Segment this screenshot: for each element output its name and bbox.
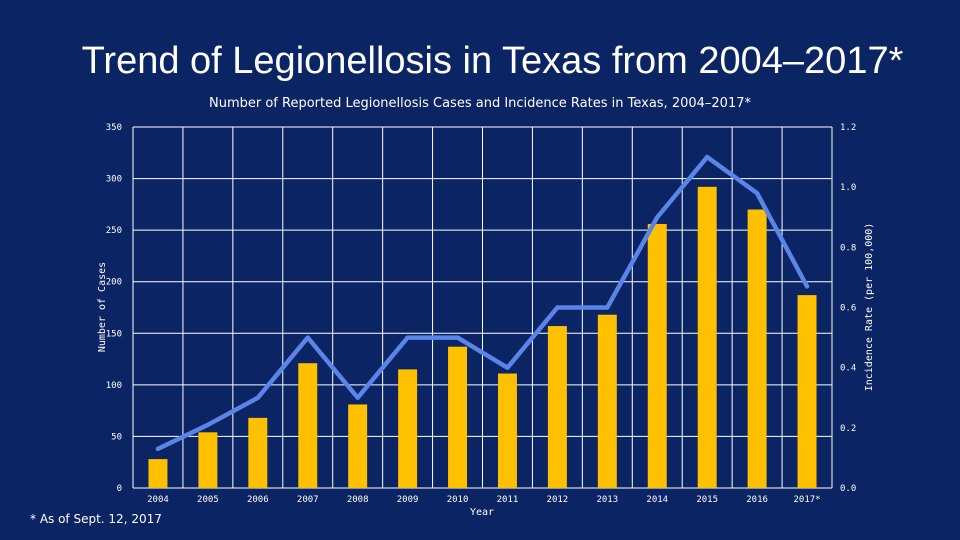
x-tick-label: 2015: [696, 495, 718, 505]
bar-2009: [398, 369, 418, 488]
line-point-2015: [705, 155, 710, 160]
bar-2005: [198, 432, 218, 488]
line-point-2010: [455, 335, 460, 340]
x-tick-label: 2014: [646, 495, 668, 505]
line-point-2013: [605, 305, 610, 310]
line-point-2016: [755, 191, 760, 196]
y2-tick-label: 1.0: [840, 183, 856, 193]
line-point-2006: [255, 395, 260, 400]
x-tick-label: 2011: [497, 495, 519, 505]
line-point-2008: [355, 395, 360, 400]
right-axis-ticks: 0.0 0.2 0.4 0.6 0.8 1.0 1.2: [840, 123, 856, 494]
y2-tick-label: 0.4: [840, 364, 856, 374]
line-point-2014: [655, 215, 660, 220]
chart-title: Number of Reported Legionellosis Cases a…: [208, 96, 751, 111]
slide-title: Trend of Legionellosis in Texas from 200…: [81, 40, 904, 82]
x-tick-label: 2017*: [793, 495, 820, 505]
bar-2015: [697, 186, 717, 488]
line-point-2017*: [805, 284, 810, 289]
x-tick-label: 2005: [197, 495, 219, 505]
x-tick-label: 2012: [547, 495, 569, 505]
bar-2006: [248, 417, 268, 488]
bar-2013: [597, 314, 617, 488]
line-point-2011: [505, 365, 510, 370]
incidence-rate-line: [155, 154, 810, 452]
y2-axis-label: Incidence Rate (per 100,000): [864, 223, 875, 392]
x-tick-label: 2009: [397, 495, 419, 505]
y2-tick-label: 0.2: [840, 424, 856, 434]
y-axis-label: Number of Cases: [97, 262, 108, 352]
y2-tick-label: 0.6: [840, 304, 856, 314]
bar-2017*: [797, 295, 817, 488]
y-tick-label: 0: [117, 484, 122, 494]
line-point-2005: [205, 422, 210, 427]
x-tick-label: 2006: [247, 495, 269, 505]
y2-tick-label: 0.8: [840, 243, 856, 253]
footnote: * As of Sept. 12, 2017: [30, 512, 162, 526]
x-tick-label: 2010: [447, 495, 469, 505]
y-tick-label: 150: [106, 329, 122, 339]
bar-2012: [547, 326, 567, 488]
bar-2014: [647, 223, 667, 488]
y-tick-label: 50: [111, 432, 122, 442]
line-point-2007: [305, 335, 310, 340]
x-tick-label: 2016: [746, 495, 768, 505]
line-series: [155, 154, 810, 452]
y-tick-label: 100: [106, 381, 122, 391]
left-axis-ticks: 0 50 100 150 200 250 300 350: [106, 123, 122, 494]
line-point-2009: [405, 335, 410, 340]
y-tick-label: 250: [106, 226, 122, 236]
bar-2008: [348, 404, 368, 488]
x-axis-ticks: 2004 2005 2006 2007 2008 2009 2010 2011 2012 2013…: [147, 495, 820, 505]
y2-tick-label: 0.0: [840, 484, 856, 494]
x-tick-label: 2013: [596, 495, 618, 505]
bar-2004: [148, 459, 168, 488]
x-tick-label: 2004: [147, 495, 169, 505]
chart-grid: [132, 126, 833, 489]
bar-2010: [448, 346, 468, 488]
y-tick-label: 300: [106, 175, 122, 185]
x-axis-label: Year: [470, 507, 494, 518]
bar-series: [148, 186, 817, 488]
y-tick-label: 350: [106, 123, 122, 133]
bar-2016: [747, 209, 767, 488]
line-point-2004: [155, 446, 160, 451]
x-tick-label: 2007: [297, 495, 319, 505]
y2-tick-label: 1.2: [840, 123, 856, 133]
bar-2007: [298, 363, 318, 488]
y-tick-label: 200: [106, 278, 122, 288]
x-tick-label: 2008: [347, 495, 369, 505]
bar-2011: [497, 373, 517, 488]
line-point-2012: [555, 305, 560, 310]
